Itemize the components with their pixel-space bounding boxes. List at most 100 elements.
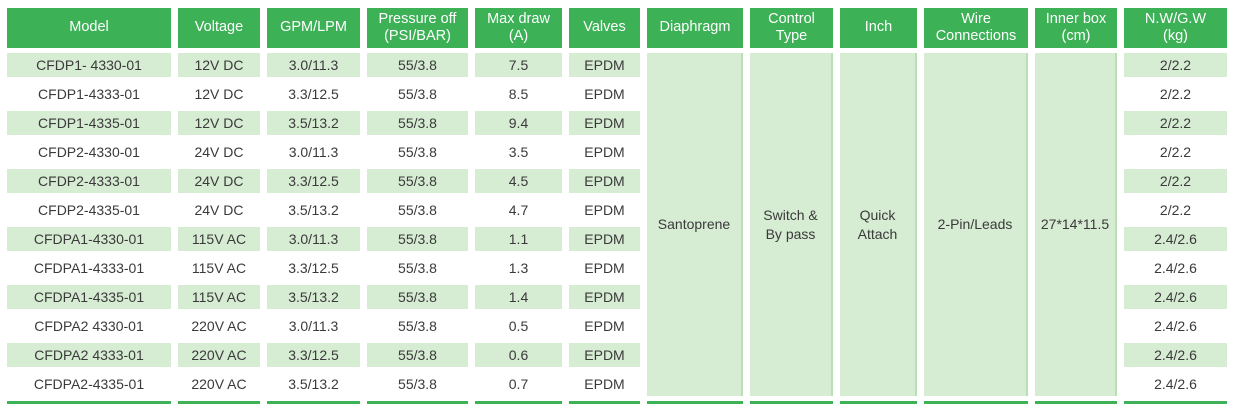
- cell-gpm-lpm: 3.5/13.2: [267, 111, 360, 135]
- bottom-border-segment: [840, 401, 917, 404]
- cell-voltage: 12V DC: [178, 53, 260, 77]
- cell-nw-gw: 2/2.2: [1124, 198, 1227, 222]
- cell-voltage: 220V AC: [178, 343, 260, 367]
- cell-max-draw: 7.5: [475, 53, 562, 77]
- cell-nw-gw: 2/2.2: [1124, 53, 1227, 77]
- cell-inner-box-merged: 27*14*11.5: [1035, 53, 1117, 396]
- cell-pressure-off: 55/3.8: [367, 140, 468, 164]
- col-header-nw-gw: N.W/G.W (kg): [1124, 8, 1227, 48]
- cell-valves: EPDM: [569, 140, 640, 164]
- cell-nw-gw: 2.4/2.6: [1124, 227, 1227, 251]
- col-header-model: Model: [7, 8, 171, 48]
- col-header-max-draw: Max draw (A): [475, 8, 562, 48]
- cell-max-draw: 0.7: [475, 372, 562, 396]
- col-header-diaphragm: Diaphragm: [647, 8, 743, 48]
- col-header-wire-connections: Wire Connections: [924, 8, 1028, 48]
- cell-max-draw: 3.5: [475, 140, 562, 164]
- cell-max-draw: 1.3: [475, 256, 562, 280]
- header-row: Model Voltage GPM/LPM Pressure off (PSI/B…: [7, 8, 1227, 48]
- cell-voltage: 115V AC: [178, 285, 260, 309]
- cell-model: CFDPA2 4333-01: [7, 343, 171, 367]
- cell-diaphragm-merged: Santoprene: [647, 53, 743, 396]
- table-row: CFDPA1-4335-01 115V AC 3.5/13.2 55/3.8 1…: [7, 285, 1227, 309]
- cell-max-draw: 0.6: [475, 343, 562, 367]
- cell-valves: EPDM: [569, 285, 640, 309]
- cell-gpm-lpm: 3.3/12.5: [267, 169, 360, 193]
- cell-voltage: 24V DC: [178, 198, 260, 222]
- table-row: CFDP2-4333-01 24V DC 3.3/12.5 55/3.8 4.5…: [7, 169, 1227, 193]
- table-row: CFDPA1-4333-01 115V AC 3.3/12.5 55/3.8 1…: [7, 256, 1227, 280]
- col-header-pressure-off: Pressure off (PSI/BAR): [367, 8, 468, 48]
- cell-pressure-off: 55/3.8: [367, 256, 468, 280]
- cell-valves: EPDM: [569, 111, 640, 135]
- cell-voltage: 220V AC: [178, 372, 260, 396]
- cell-valves: EPDM: [569, 372, 640, 396]
- cell-nw-gw: 2.4/2.6: [1124, 343, 1227, 367]
- bottom-border-segment: [569, 401, 640, 404]
- cell-gpm-lpm: 3.0/11.3: [267, 314, 360, 338]
- cell-gpm-lpm: 3.5/13.2: [267, 285, 360, 309]
- cell-voltage: 115V AC: [178, 227, 260, 251]
- cell-pressure-off: 55/3.8: [367, 227, 468, 251]
- cell-max-draw: 9.4: [475, 111, 562, 135]
- cell-nw-gw: 2.4/2.6: [1124, 314, 1227, 338]
- spec-table: Model Voltage GPM/LPM Pressure off (PSI/B…: [0, 3, 1234, 408]
- cell-nw-gw: 2/2.2: [1124, 140, 1227, 164]
- table-row: CFDP1-4333-01 12V DC 3.3/12.5 55/3.8 8.5…: [7, 82, 1227, 106]
- cell-valves: EPDM: [569, 343, 640, 367]
- cell-valves: EPDM: [569, 53, 640, 77]
- cell-model: CFDP1-4333-01: [7, 82, 171, 106]
- cell-gpm-lpm: 3.0/11.3: [267, 140, 360, 164]
- cell-pressure-off: 55/3.8: [367, 198, 468, 222]
- bottom-border-segment: [475, 401, 562, 404]
- cell-valves: EPDM: [569, 82, 640, 106]
- cell-model: CFDPA2-4335-01: [7, 372, 171, 396]
- cell-nw-gw: 2/2.2: [1124, 82, 1227, 106]
- cell-pressure-off: 55/3.8: [367, 53, 468, 77]
- cell-valves: EPDM: [569, 227, 640, 251]
- cell-voltage: 24V DC: [178, 140, 260, 164]
- cell-max-draw: 4.5: [475, 169, 562, 193]
- cell-pressure-off: 55/3.8: [367, 285, 468, 309]
- bottom-border-segment: [750, 401, 833, 404]
- cell-valves: EPDM: [569, 198, 640, 222]
- table-row: CFDPA1-4330-01 115V AC 3.0/11.3 55/3.8 1…: [7, 227, 1227, 251]
- cell-model: CFDPA1-4330-01: [7, 227, 171, 251]
- cell-nw-gw: 2.4/2.6: [1124, 256, 1227, 280]
- cell-gpm-lpm: 3.0/11.3: [267, 53, 360, 77]
- cell-model: CFDP2-4330-01: [7, 140, 171, 164]
- cell-nw-gw: 2/2.2: [1124, 111, 1227, 135]
- bottom-border-segment: [647, 401, 743, 404]
- bottom-border-segment: [367, 401, 468, 404]
- cell-pressure-off: 55/3.8: [367, 343, 468, 367]
- cell-max-draw: 0.5: [475, 314, 562, 338]
- cell-model: CFDP1-4335-01: [7, 111, 171, 135]
- cell-valves: EPDM: [569, 169, 640, 193]
- cell-gpm-lpm: 3.0/11.3: [267, 227, 360, 251]
- col-header-valves: Valves: [569, 8, 640, 48]
- bottom-border-segment: [267, 401, 360, 404]
- cell-gpm-lpm: 3.3/12.5: [267, 343, 360, 367]
- table-row: CFDP1-4335-01 12V DC 3.5/13.2 55/3.8 9.4…: [7, 111, 1227, 135]
- cell-max-draw: 1.4: [475, 285, 562, 309]
- cell-model: CFDP2-4335-01: [7, 198, 171, 222]
- bottom-border-segment: [7, 401, 171, 404]
- cell-max-draw: 1.1: [475, 227, 562, 251]
- col-header-voltage: Voltage: [178, 8, 260, 48]
- table-row: CFDPA2 4330-01 220V AC 3.0/11.3 55/3.8 0…: [7, 314, 1227, 338]
- cell-gpm-lpm: 3.5/13.2: [267, 198, 360, 222]
- cell-voltage: 12V DC: [178, 82, 260, 106]
- cell-pressure-off: 55/3.8: [367, 169, 468, 193]
- cell-pressure-off: 55/3.8: [367, 111, 468, 135]
- cell-voltage: 12V DC: [178, 111, 260, 135]
- cell-inch-merged: Quick Attach: [840, 53, 917, 396]
- cell-nw-gw: 2/2.2: [1124, 169, 1227, 193]
- bottom-border-row: [7, 401, 1227, 404]
- bottom-border-segment: [1124, 401, 1227, 404]
- bottom-border-segment: [1035, 401, 1117, 404]
- cell-model: CFDPA1-4333-01: [7, 256, 171, 280]
- cell-nw-gw: 2.4/2.6: [1124, 285, 1227, 309]
- cell-pressure-off: 55/3.8: [367, 82, 468, 106]
- cell-gpm-lpm: 3.3/12.5: [267, 82, 360, 106]
